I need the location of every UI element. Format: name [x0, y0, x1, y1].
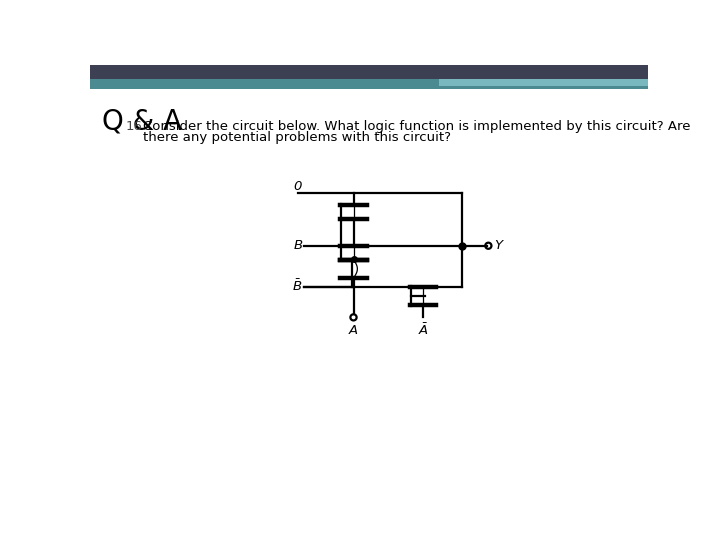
Bar	[90, 79, 648, 90]
Text: Consider the circuit below. What logic function is implemented by this circuit? : Consider the circuit below. What logic f…	[143, 120, 690, 133]
Text: B: B	[293, 239, 302, 252]
Text: there any potential problems with this circuit?: there any potential problems with this c…	[143, 131, 451, 144]
Text: A: A	[349, 323, 358, 336]
Text: $\bar{B}$: $\bar{B}$	[292, 279, 302, 294]
Bar	[438, 79, 648, 86]
Text: 16.: 16.	[126, 120, 147, 133]
Text: 0: 0	[293, 180, 302, 193]
Text: $\bar{A}$: $\bar{A}$	[418, 322, 428, 338]
Bar	[90, 65, 648, 79]
Text: Q & A: Q & A	[102, 107, 183, 135]
Text: Y: Y	[494, 239, 502, 252]
